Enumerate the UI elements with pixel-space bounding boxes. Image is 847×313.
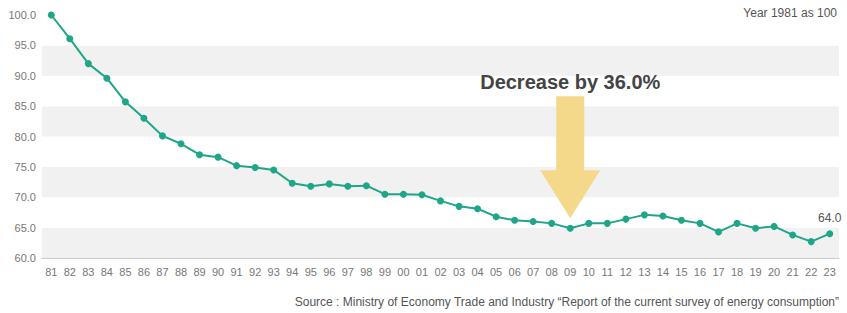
svg-text:92: 92: [249, 266, 261, 278]
svg-text:05: 05: [490, 266, 502, 278]
svg-text:85: 85: [119, 266, 131, 278]
svg-text:21: 21: [787, 266, 799, 278]
svg-text:20: 20: [768, 266, 780, 278]
svg-text:95.0: 95.0: [15, 39, 36, 51]
svg-text:93: 93: [268, 266, 280, 278]
svg-text:65.0: 65.0: [15, 222, 36, 234]
svg-text:96: 96: [323, 266, 335, 278]
svg-text:10: 10: [583, 266, 595, 278]
svg-text:81: 81: [45, 266, 57, 278]
svg-text:90.0: 90.0: [15, 70, 36, 82]
svg-text:18: 18: [731, 266, 743, 278]
svg-text:99: 99: [379, 266, 391, 278]
svg-text:15: 15: [675, 266, 687, 278]
svg-text:07: 07: [527, 266, 539, 278]
svg-text:60.0: 60.0: [15, 252, 36, 264]
svg-text:00: 00: [397, 266, 409, 278]
svg-text:09: 09: [564, 266, 576, 278]
svg-text:80.0: 80.0: [15, 131, 36, 143]
svg-text:85.0: 85.0: [15, 100, 36, 112]
svg-text:82: 82: [64, 266, 76, 278]
svg-text:12: 12: [620, 266, 632, 278]
svg-text:87: 87: [156, 266, 168, 278]
svg-text:70.0: 70.0: [15, 191, 36, 203]
svg-text:98: 98: [360, 266, 372, 278]
svg-text:14: 14: [657, 266, 669, 278]
svg-text:02: 02: [434, 266, 446, 278]
svg-text:13: 13: [638, 266, 650, 278]
svg-text:01: 01: [416, 266, 428, 278]
svg-text:19: 19: [749, 266, 761, 278]
svg-text:03: 03: [453, 266, 465, 278]
svg-text:88: 88: [175, 266, 187, 278]
svg-text:64.0: 64.0: [818, 211, 842, 225]
svg-text:83: 83: [82, 266, 94, 278]
svg-text:04: 04: [471, 266, 483, 278]
svg-text:Decrease by 36.0%: Decrease by 36.0%: [480, 71, 660, 93]
svg-text:84: 84: [101, 266, 113, 278]
svg-text:23: 23: [824, 266, 836, 278]
svg-text:08: 08: [546, 266, 558, 278]
svg-text:89: 89: [193, 266, 205, 278]
svg-text:75.0: 75.0: [15, 161, 36, 173]
svg-text:91: 91: [230, 266, 242, 278]
svg-text:17: 17: [712, 266, 724, 278]
svg-text:16: 16: [694, 266, 706, 278]
svg-text:86: 86: [138, 266, 150, 278]
svg-text:97: 97: [342, 266, 354, 278]
svg-text:Year 1981 as 100: Year 1981 as 100: [743, 6, 837, 20]
svg-text:95: 95: [305, 266, 317, 278]
svg-text:22: 22: [805, 266, 817, 278]
svg-text:Source : Ministry of Economy T: Source : Ministry of Economy Trade and I…: [295, 295, 839, 309]
svg-text:11: 11: [602, 266, 613, 278]
svg-text:94: 94: [286, 266, 298, 278]
svg-text:06: 06: [509, 266, 521, 278]
svg-text:100.0: 100.0: [8, 9, 36, 21]
svg-text:90: 90: [212, 266, 224, 278]
